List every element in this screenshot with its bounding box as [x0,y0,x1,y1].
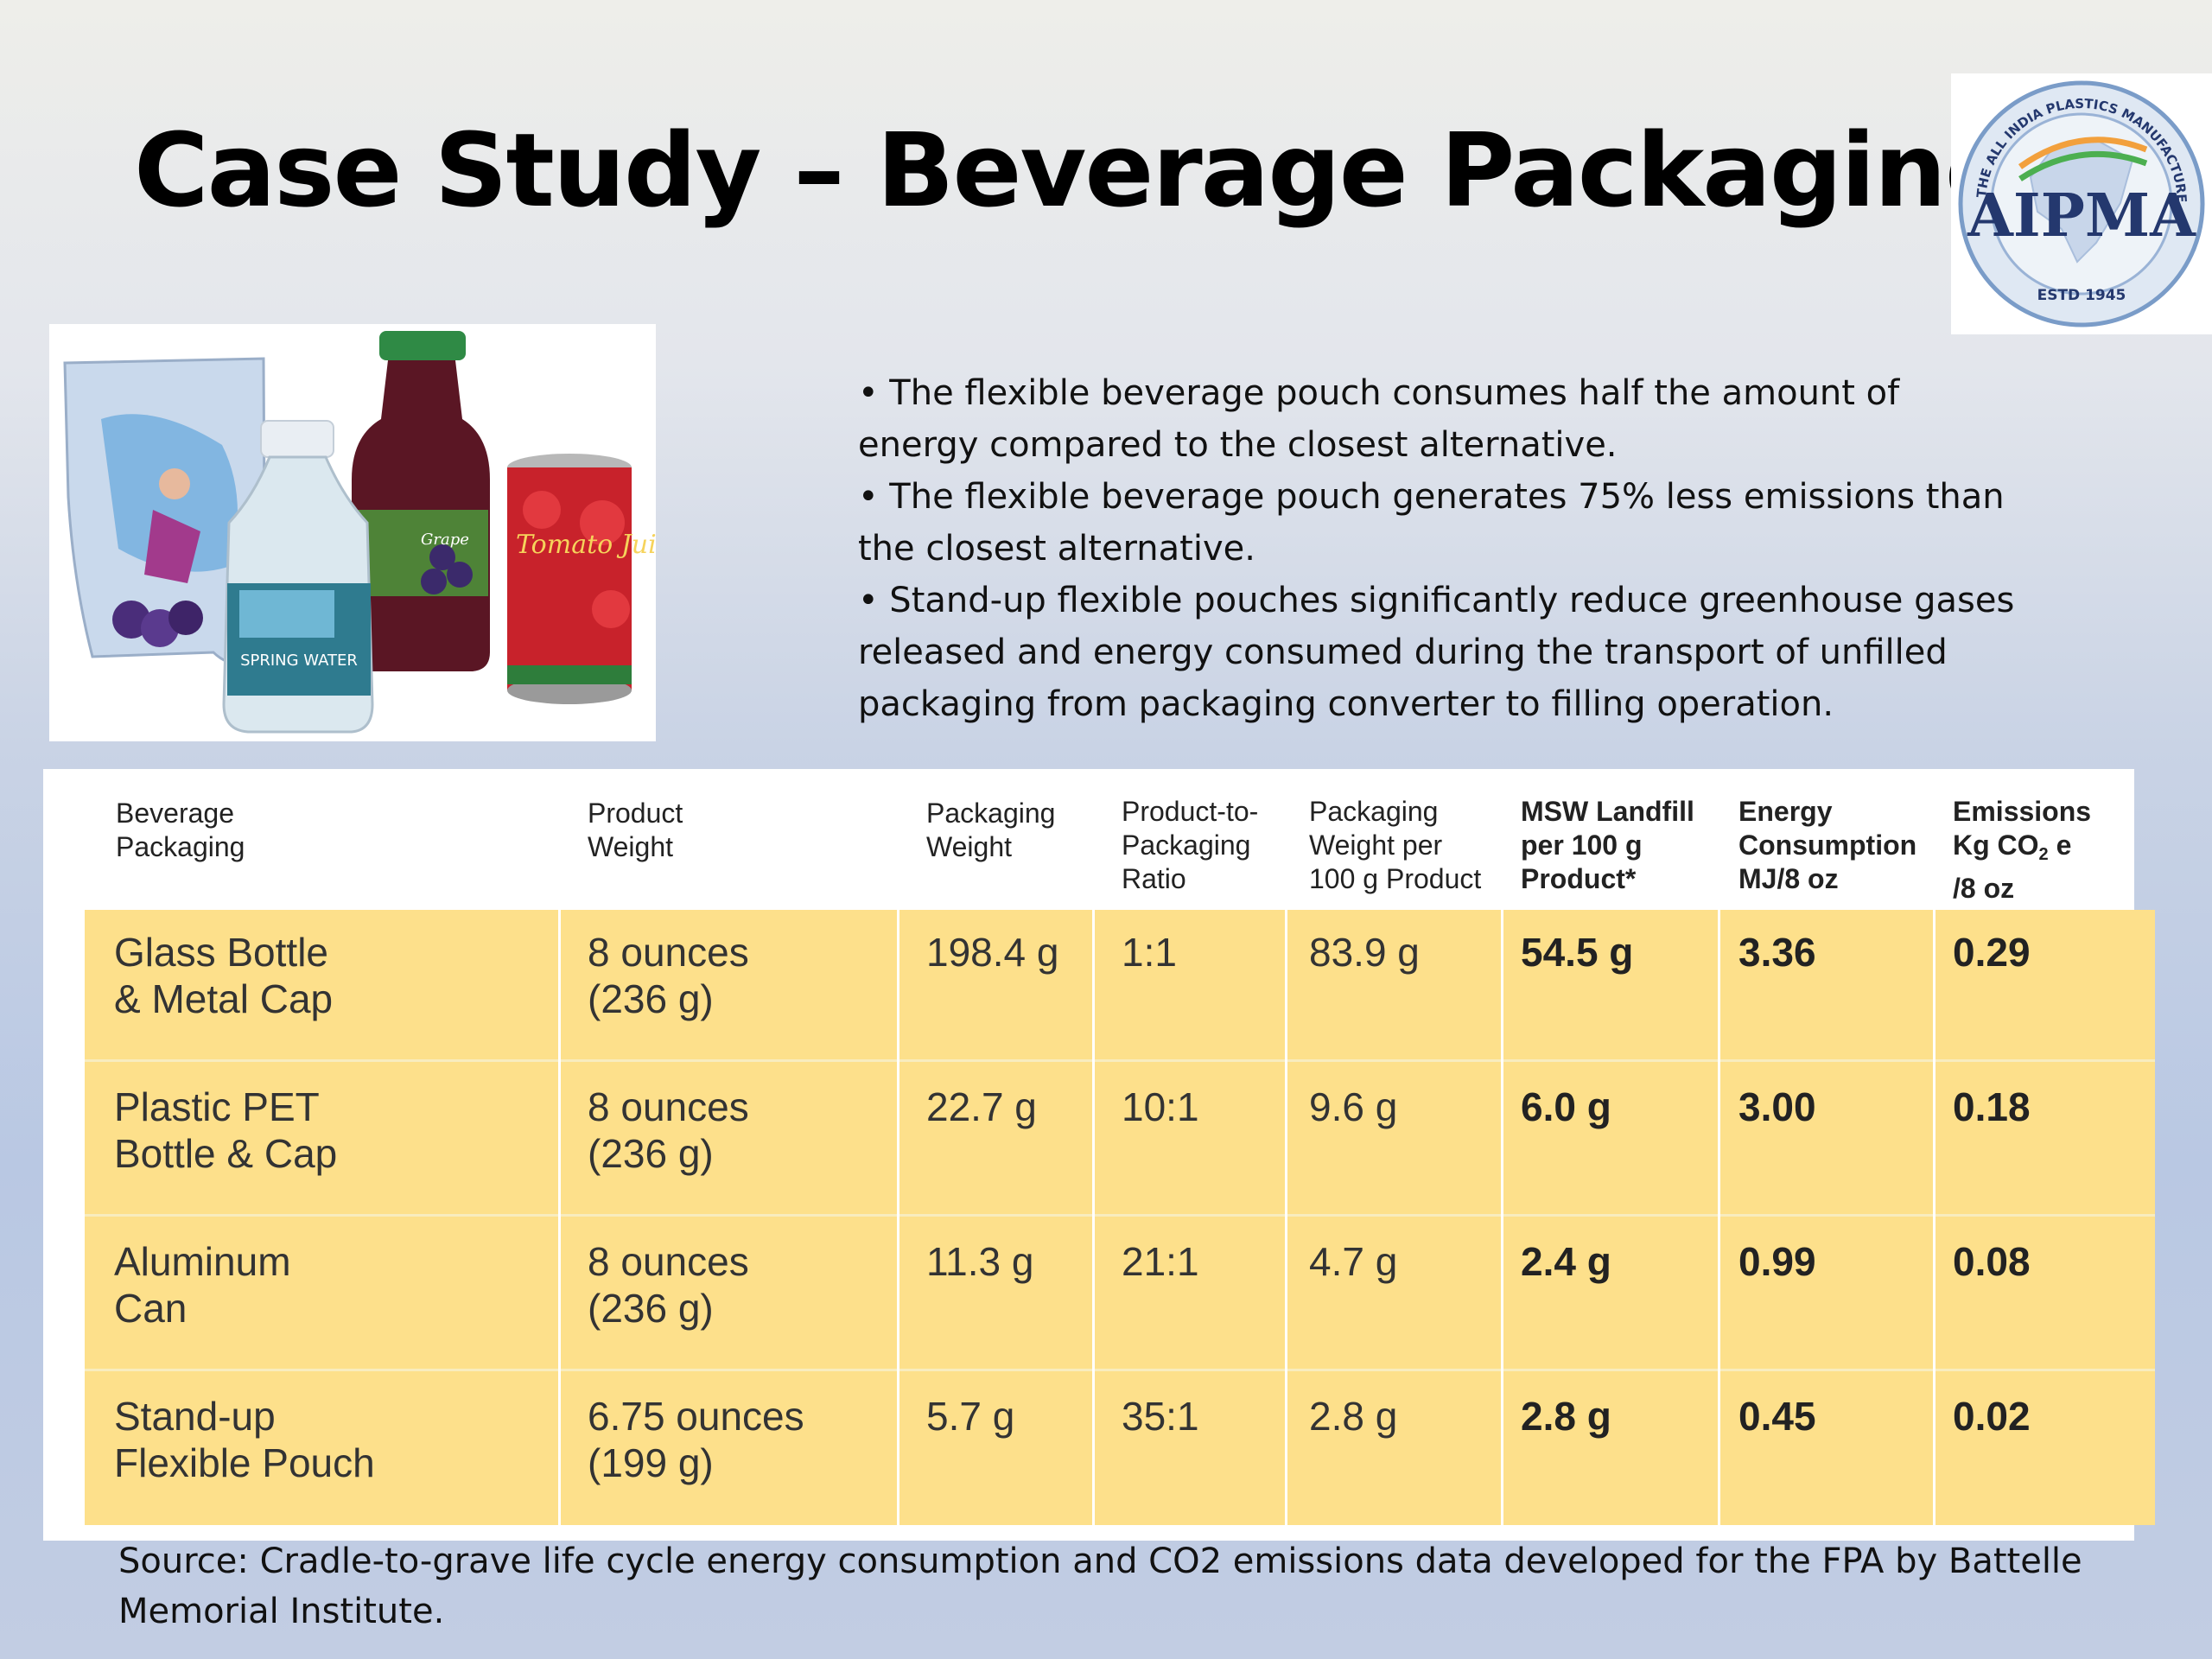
cell-packaging-weight: 198.4 g [926,930,1059,975]
column-divider [1933,795,1936,1525]
packaging-comparison-table: Beverage Packaging Product Weight Packag… [43,769,2155,1541]
logo-emblem-icon: THE ALL INDIA PLASTICS MANUFACTURERS' AS… [1946,61,2205,327]
beverage-containers-illustration: Grape Tomato Juice SPRING WATER [63,331,686,734]
column-divider [1285,795,1287,1525]
cell-packaging: Glass Bottle & Metal Cap [114,930,334,1021]
header-emissions: Emissions Kg CO2 e/8 oz [1953,795,2126,906]
header-emissions-line3: /8 oz [1953,873,2015,904]
cell-emissions: 0.29 [1953,930,2031,975]
beverage-containers-photo: Grape Tomato Juice SPRING WATER [49,324,686,741]
cell-product-weight: 8 ounces (236 g) [588,1239,749,1331]
grape-label: Grape [421,531,469,549]
cell-product-weight: 6.75 ounces (199 g) [588,1394,804,1485]
spring-water-label: SPRING WATER [240,652,358,670]
bullet-energy: • The flexible beverage pouch consumes h… [858,373,1900,465]
header-msw-landfill: MSW Landfill per 100 g Product* [1521,796,1694,894]
cell-ratio: 35:1 [1122,1394,1199,1439]
column-divider [1501,795,1503,1525]
source-citation: Source: Cradle-to-grave life cycle energ… [118,1541,2082,1631]
bullet-emissions: • The flexible beverage pouch generates … [858,477,2005,569]
cell-emissions: 0.08 [1953,1239,2031,1284]
cell-msw-landfill: 2.8 g [1521,1394,1611,1439]
row-divider [85,1214,2155,1217]
cell-energy: 0.99 [1738,1239,1816,1284]
aipma-logo: THE ALL INDIA PLASTICS MANUFACTURERS' AS… [1946,61,2212,334]
logo-estd: ESTD 1945 [2037,287,2126,304]
tomato-juice-label: Tomato Juice [516,530,656,560]
column-divider [558,795,561,1525]
cell-product-weight: 8 ounces (236 g) [588,930,749,1021]
cell-packaging: Plastic PET Bottle & Cap [114,1084,338,1176]
header-emissions-subscript: 2 [2038,845,2049,864]
cell-weight-per-100g: 4.7 g [1309,1239,1398,1284]
header-energy-consumption: Energy Consumption MJ/8 oz [1738,796,1917,894]
column-divider [1092,795,1095,1525]
cell-msw-landfill: 54.5 g [1521,930,1634,975]
cell-energy: 0.45 [1738,1394,1816,1439]
cell-weight-per-100g: 9.6 g [1309,1084,1398,1129]
table-body [85,910,2155,1525]
slide-title: Case Study – Beverage Packaging [134,111,2018,230]
cell-msw-landfill: 6.0 g [1521,1084,1611,1129]
bullet-transport: • Stand-up flexible pouches significantl… [858,581,2015,724]
header-emissions-line1: Emissions [1953,796,2092,827]
column-divider [897,795,899,1525]
cell-weight-per-100g: 83.9 g [1309,930,1420,975]
row-divider [85,1369,2155,1371]
table-header-row: Beverage Packaging Product Weight Packag… [43,769,2134,910]
cell-emissions: 0.18 [1953,1084,2031,1129]
cell-product-weight: 8 ounces (236 g) [588,1084,749,1176]
header-emissions-line2: Kg CO [1953,830,2039,861]
cell-packaging-weight: 22.7 g [926,1084,1037,1129]
column-divider [1718,795,1720,1525]
cell-packaging: Aluminum Can [114,1239,291,1331]
cell-emissions: 0.02 [1953,1394,2031,1439]
key-findings-list: • The flexible beverage pouch consumes h… [858,367,2016,730]
cell-weight-per-100g: 2.8 g [1309,1394,1398,1439]
logo-text: AIPMA [1967,181,2196,251]
cell-packaging-weight: 11.3 g [926,1239,1034,1284]
cell-energy: 3.00 [1738,1084,1816,1129]
cell-packaging: Stand-up Flexible Pouch [114,1394,375,1485]
header-packaging-weight-per-100g: Packaging Weight per 100 g Product [1309,796,1482,894]
row-divider [85,1059,2155,1062]
header-product-weight: Product Weight [588,798,683,862]
cell-packaging-weight: 5.7 g [926,1394,1015,1439]
cell-ratio: 21:1 [1122,1239,1199,1284]
cell-energy: 3.36 [1738,930,1816,975]
header-packaging-weight: Packaging Weight [926,798,1056,862]
cell-msw-landfill: 2.4 g [1521,1239,1611,1284]
cell-ratio: 1:1 [1122,930,1177,975]
header-product-to-packaging-ratio: Product-to- Packaging Ratio [1122,796,1259,894]
header-beverage-packaging: Beverage Packaging [116,798,245,862]
cell-ratio: 10:1 [1122,1084,1199,1129]
header-emissions-line2-suffix: e [2048,830,2072,861]
